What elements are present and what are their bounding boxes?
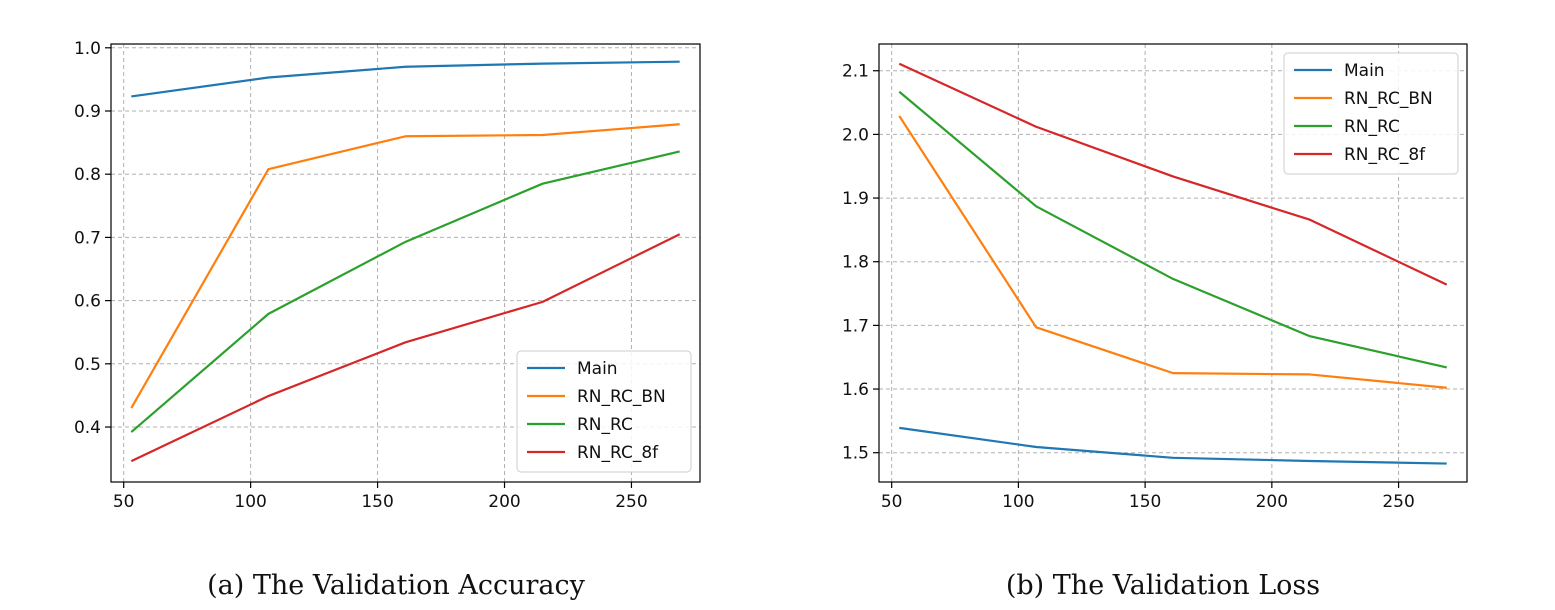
y-tick-label: 0.6 <box>74 292 101 312</box>
y-tick-label: 1.5 <box>842 444 869 464</box>
series-line-rn-rc <box>898 90 1447 369</box>
legend-label: Main <box>1344 61 1385 81</box>
x-tick-label: 150 <box>1129 492 1161 512</box>
x-tick-label: 50 <box>113 492 135 512</box>
legend-label: RN_RC_8f <box>577 443 659 463</box>
legend-label: Main <box>577 359 618 379</box>
y-tick-label: 0.5 <box>74 355 101 375</box>
series-line-rn-rc-8f <box>130 233 681 463</box>
legend: Main RN_RC_BN RN_RC RN_RC_8f <box>1283 52 1459 175</box>
x-tick-label: 200 <box>1256 492 1288 512</box>
legend-label: RN_RC_BN <box>577 387 666 407</box>
x-tick-label: 200 <box>488 492 520 512</box>
legend: Main RN_RC_BN RN_RC RN_RC_8f <box>516 350 692 473</box>
y-tick-label: 1.8 <box>842 253 869 273</box>
x-tick-label: 50 <box>881 492 903 512</box>
y-tick-label: 2.0 <box>842 125 869 145</box>
x-tick-label: 150 <box>361 492 393 512</box>
series-line-main <box>899 426 1447 465</box>
y-tick-label: 1.0 <box>74 39 101 59</box>
x-tick-label: 250 <box>615 492 647 512</box>
legend-box <box>1283 52 1459 175</box>
plot-frame <box>878 43 1468 483</box>
legend-label: RN_RC <box>1344 117 1400 137</box>
legend-label: RN_RC <box>577 415 633 435</box>
y-tick-label: 2.1 <box>842 62 869 82</box>
y-tick-label: 0.4 <box>74 418 101 438</box>
accuracy-chart: 50 100 150 200 250 0.4 0.5 0.6 0.7 0.8 0.9 1.0 Main R… <box>74 39 701 512</box>
loss-caption: (b) The Validation Loss <box>1006 570 1320 601</box>
y-tick-label: 1.6 <box>842 380 869 400</box>
plot-frame <box>110 43 701 483</box>
y-tick-label: 0.9 <box>74 102 101 122</box>
accuracy-caption: (a) The Validation Accuracy <box>207 570 585 601</box>
series-line-rn-rc <box>130 150 680 433</box>
legend-box <box>516 350 692 473</box>
legend-label: RN_RC_BN <box>1344 89 1433 109</box>
series-line-rn-rc-bn <box>898 115 1447 389</box>
series-line-rn-rc-bn <box>130 123 680 409</box>
series-line-main <box>131 60 680 98</box>
x-tick-label: 100 <box>234 492 266 512</box>
y-tick-label: 1.7 <box>842 316 869 336</box>
x-tick-label: 250 <box>1382 492 1414 512</box>
y-tick-label: 1.9 <box>842 189 869 209</box>
y-tick-label: 0.7 <box>74 228 101 248</box>
series-line-rn-rc-8f <box>898 62 1448 286</box>
x-tick-label: 100 <box>1002 492 1034 512</box>
y-tick-label: 0.8 <box>74 165 101 185</box>
legend-label: RN_RC_8f <box>1344 145 1426 165</box>
loss-chart: 50 100 150 200 250 1.5 1.6 1.7 1.8 1.9 2.0 2.1 Main R… <box>842 43 1468 512</box>
